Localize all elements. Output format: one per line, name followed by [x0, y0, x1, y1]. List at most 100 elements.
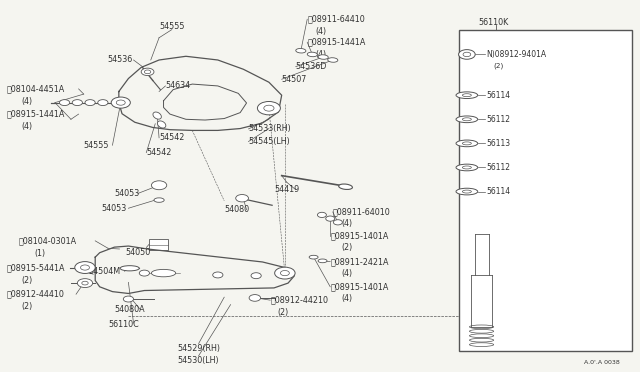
Text: 56112: 56112 [486, 163, 510, 172]
Text: 54542: 54542 [159, 133, 184, 142]
Ellipse shape [456, 164, 477, 171]
Ellipse shape [456, 188, 477, 195]
Text: 54555: 54555 [159, 22, 184, 31]
Ellipse shape [339, 184, 353, 189]
Text: 54050: 54050 [126, 248, 151, 257]
Text: Ⓦ08915-1401A: Ⓦ08915-1401A [330, 282, 388, 291]
Text: 56110K: 56110K [478, 18, 509, 27]
Text: 54536: 54536 [107, 55, 132, 64]
Ellipse shape [98, 100, 108, 106]
Ellipse shape [72, 100, 83, 106]
Text: (2): (2) [493, 62, 504, 69]
Text: 54053: 54053 [102, 204, 127, 213]
Text: Ⓝ08911-64010: Ⓝ08911-64010 [333, 208, 390, 217]
Ellipse shape [85, 100, 95, 106]
Text: 54529(RH): 54529(RH) [177, 344, 220, 353]
Text: N)08912-9401A: N)08912-9401A [486, 50, 546, 59]
Text: Ⓦ08915-5441A: Ⓦ08915-5441A [7, 264, 65, 273]
Circle shape [152, 181, 167, 190]
Text: Ⓝ08912-44210: Ⓝ08912-44210 [270, 296, 328, 305]
Text: 54542: 54542 [147, 148, 172, 157]
Circle shape [463, 52, 470, 57]
Text: (2): (2) [21, 302, 33, 311]
Text: (4): (4) [342, 219, 353, 228]
Text: A.0'.A 0038: A.0'.A 0038 [584, 360, 620, 365]
Text: 56110C: 56110C [108, 321, 139, 330]
Text: 56112: 56112 [486, 115, 510, 124]
Text: 54080: 54080 [224, 205, 250, 214]
Text: 56113: 56113 [486, 139, 510, 148]
Text: (4): (4) [315, 26, 326, 36]
Text: (2): (2) [278, 308, 289, 317]
Text: (4): (4) [21, 122, 32, 131]
Circle shape [141, 68, 154, 76]
Circle shape [116, 100, 125, 105]
Text: (1): (1) [34, 249, 45, 258]
Text: Ⓑ08104-0301A: Ⓑ08104-0301A [19, 236, 77, 246]
Bar [460, 31, 632, 351]
Text: 54634: 54634 [166, 81, 191, 90]
Bar [149, 239, 168, 250]
Ellipse shape [154, 198, 164, 202]
Circle shape [326, 216, 335, 221]
Circle shape [145, 70, 151, 74]
Text: 56114: 56114 [486, 187, 510, 196]
Circle shape [275, 267, 295, 279]
Text: 54530(LH): 54530(LH) [178, 356, 220, 365]
Ellipse shape [463, 142, 471, 145]
Text: Ⓝ08911-2421A: Ⓝ08911-2421A [330, 257, 388, 266]
Ellipse shape [328, 58, 338, 62]
Text: 54555: 54555 [84, 141, 109, 150]
Ellipse shape [296, 48, 306, 53]
Circle shape [140, 270, 150, 276]
Text: 54545(LH): 54545(LH) [248, 137, 290, 146]
Text: Ⓝ08911-64410: Ⓝ08911-64410 [307, 15, 365, 24]
Ellipse shape [456, 92, 477, 99]
Circle shape [264, 105, 274, 111]
Ellipse shape [60, 100, 70, 106]
Circle shape [459, 49, 475, 59]
Ellipse shape [120, 266, 140, 271]
Circle shape [77, 279, 93, 288]
Text: 54504M: 54504M [89, 267, 121, 276]
Text: (4): (4) [342, 269, 353, 278]
Text: (2): (2) [21, 276, 33, 285]
Text: (4): (4) [342, 294, 353, 303]
Ellipse shape [456, 140, 477, 147]
Text: Ⓦ08915-1401A: Ⓦ08915-1401A [330, 231, 388, 240]
Text: 54507: 54507 [282, 75, 307, 84]
Circle shape [75, 262, 95, 273]
Text: Ⓦ08915-1441A: Ⓦ08915-1441A [7, 110, 65, 119]
Circle shape [111, 97, 131, 108]
Text: (4): (4) [315, 49, 326, 58]
Circle shape [236, 195, 248, 202]
Ellipse shape [463, 190, 471, 193]
Text: (2): (2) [342, 243, 353, 252]
Circle shape [124, 296, 134, 302]
Text: (4): (4) [21, 97, 32, 106]
Circle shape [249, 295, 260, 301]
Circle shape [81, 265, 90, 270]
Circle shape [333, 220, 342, 225]
Text: 56114: 56114 [486, 91, 510, 100]
Circle shape [280, 270, 289, 276]
Circle shape [212, 272, 223, 278]
Circle shape [82, 281, 88, 285]
Text: Ⓑ08104-4451A: Ⓑ08104-4451A [7, 84, 65, 93]
Text: 54053: 54053 [115, 189, 140, 198]
Ellipse shape [318, 259, 327, 263]
Text: 54533(RH): 54533(RH) [248, 124, 291, 134]
Text: Ⓝ08912-44410: Ⓝ08912-44410 [7, 290, 65, 299]
Ellipse shape [463, 166, 471, 169]
Ellipse shape [152, 269, 175, 277]
Text: 54419: 54419 [274, 185, 300, 194]
Ellipse shape [153, 112, 161, 119]
Ellipse shape [309, 255, 318, 259]
Ellipse shape [318, 55, 328, 59]
Circle shape [317, 212, 326, 218]
Ellipse shape [157, 121, 166, 128]
Circle shape [257, 102, 280, 115]
Text: 54080A: 54080A [115, 305, 145, 314]
Ellipse shape [463, 94, 471, 97]
Circle shape [251, 273, 261, 279]
